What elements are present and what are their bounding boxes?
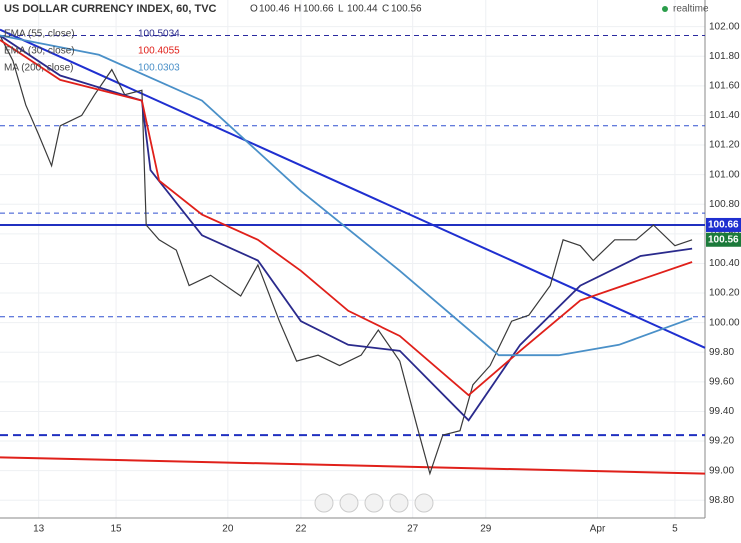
- x-tick-label: 29: [480, 524, 492, 535]
- legend-value: 100.0303: [138, 63, 180, 74]
- grid: [0, 0, 705, 518]
- status-dot: [662, 6, 668, 12]
- legend-name: MA (200, close): [4, 63, 73, 74]
- x-tick-label: 15: [111, 524, 123, 535]
- series-line: [0, 39, 693, 397]
- ohlc-value: 100.66: [303, 4, 334, 15]
- chart-title: US DOLLAR CURRENCY INDEX, 60, TVC: [4, 3, 217, 15]
- y-tick-label: 101.40: [709, 110, 740, 121]
- ohlc-label: H: [294, 4, 301, 15]
- ohlc-value: 100.44: [347, 4, 378, 15]
- y-tick-label: 102.00: [709, 21, 740, 32]
- zoom-in[interactable]: [389, 493, 409, 513]
- scroll-left[interactable]: [314, 493, 334, 513]
- y-tick-label: 100.20: [709, 288, 740, 299]
- y-tick-label: 99.80: [709, 347, 734, 358]
- ohlc-value: 100.56: [391, 4, 422, 15]
- trend-line: [0, 456, 706, 475]
- x-tick-label: 22: [295, 524, 307, 535]
- y-tick-label: 99.40: [709, 406, 734, 417]
- y-tick-label: 101.80: [709, 51, 740, 62]
- y-tick-label: 98.80: [709, 495, 734, 506]
- y-tick-label: 101.00: [709, 169, 740, 180]
- price-tag-label: 100.66: [708, 220, 739, 231]
- legend-value: 100.4055: [138, 46, 180, 57]
- legend-name: EMA (30, close): [4, 46, 75, 57]
- price-tag-label: 100.56: [708, 234, 739, 245]
- y-tick-label: 100.40: [709, 258, 740, 269]
- ohlc-value: 100.46: [259, 4, 290, 15]
- y-tick-label: 101.20: [709, 140, 740, 151]
- status: realtime: [673, 4, 709, 15]
- x-tick-label: 20: [222, 524, 234, 535]
- y-tick-label: 99.20: [709, 436, 734, 447]
- scroll-right[interactable]: [414, 493, 434, 513]
- legend-value: 100.5034: [138, 29, 180, 40]
- series-line: [0, 34, 693, 422]
- ohlc-label: C: [382, 4, 389, 15]
- y-tick-label: 99.60: [709, 376, 734, 387]
- series-line: [0, 35, 693, 476]
- legend-name: EMA (55, close): [4, 29, 75, 40]
- y-tick-label: 101.60: [709, 80, 740, 91]
- reset[interactable]: [364, 493, 384, 513]
- ohlc-label: L: [338, 4, 344, 15]
- y-tick-label: 99.00: [709, 465, 734, 476]
- x-tick-label: 13: [33, 524, 45, 535]
- zoom-out[interactable]: [339, 493, 359, 513]
- x-tick-label: 27: [407, 524, 419, 535]
- x-tick-label: Apr: [590, 524, 606, 535]
- price-tag: [706, 232, 741, 247]
- series-line: [0, 34, 693, 357]
- price-tag: [706, 217, 741, 232]
- y-tick-label: 100.00: [709, 317, 740, 328]
- trend-line: [0, 28, 706, 349]
- x-tick-label: 5: [672, 524, 678, 535]
- ohlc-label: O: [250, 4, 258, 15]
- y-tick-label: 100.80: [709, 199, 740, 210]
- zoom-controls: [314, 493, 434, 513]
